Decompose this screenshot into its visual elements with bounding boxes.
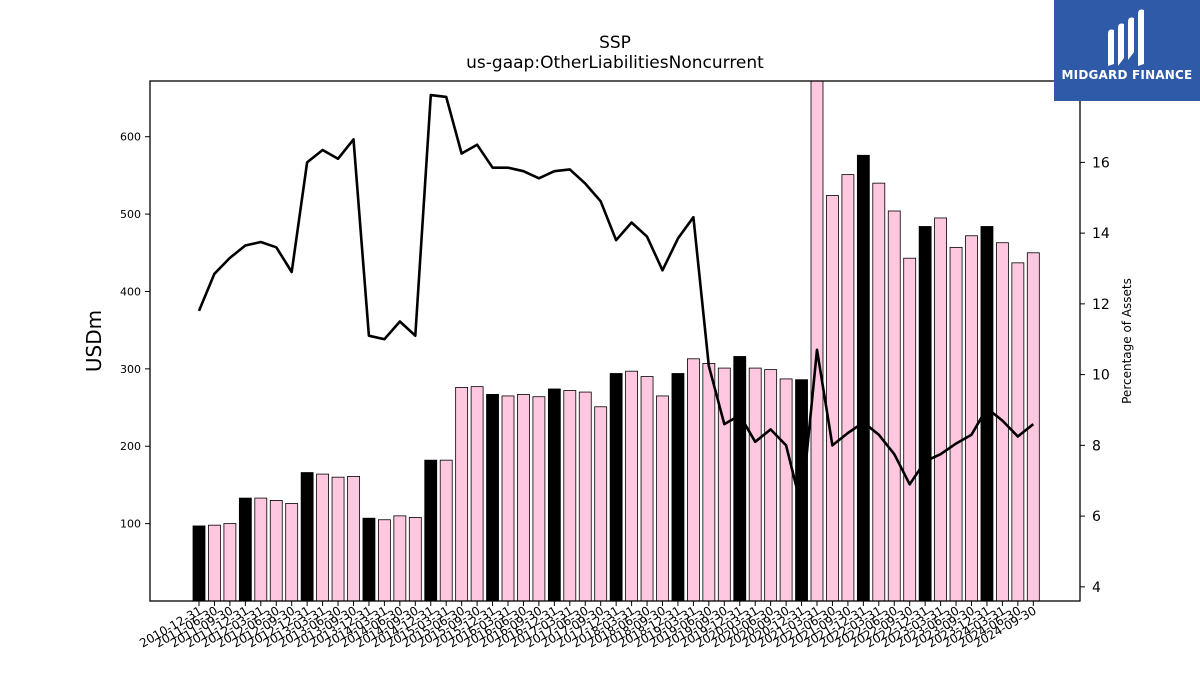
right-y-axis: 4 6 8 10 12 14 16 — [1080, 155, 1110, 596]
bar-2018-06-30 — [640, 376, 654, 602]
right-y-axis-label: Percentage of Assets — [1120, 278, 1134, 404]
bar-2018-12-31 — [671, 373, 685, 602]
bar-2016-03-31 — [501, 395, 515, 602]
bar-2017-03-31 — [563, 390, 577, 602]
bar-2021-06-30 — [826, 195, 839, 602]
bar-2022-09-30 — [903, 257, 917, 602]
chart-title: SSP — [599, 33, 631, 53]
chart-subtitle: us-gaap:OtherLiabilitiesNoncurrent — [466, 53, 764, 73]
left-y-tick-label-400: 400 — [120, 285, 141, 298]
bar-2013-03-31 — [316, 473, 330, 602]
bar-2014-09-30 — [408, 517, 422, 602]
bar-2011-06-30 — [208, 524, 221, 602]
bar-2011-12-31 — [238, 497, 252, 602]
bar-2016-12-31 — [547, 388, 561, 602]
bar-2012-06-30 — [269, 500, 283, 602]
left-y-tick-label-300: 300 — [120, 363, 141, 376]
bar-2018-09-30 — [656, 395, 669, 602]
midgard-finance-logo: MIDGARD FINANCE — [1054, 0, 1200, 101]
midgard-logo-icon — [1108, 9, 1144, 66]
bar-series — [192, 80, 1040, 602]
bar-2012-03-31 — [254, 497, 268, 602]
bar-2015-03-31 — [439, 459, 453, 602]
plot-frame — [149, 80, 1081, 602]
bar-2021-09-30 — [841, 174, 855, 602]
bar-2014-12-31 — [424, 459, 438, 602]
bar-2022-12-31 — [918, 226, 932, 602]
left-y-tick-label-500: 500 — [120, 208, 141, 221]
left-y-axis-label: USDm — [82, 310, 106, 372]
bar-2014-06-30 — [393, 515, 407, 602]
bar-2017-12-31 — [609, 373, 623, 602]
right-y-tick-label-10: 10 — [1092, 368, 1110, 384]
left-y-tick-label-100: 100 — [120, 518, 141, 531]
percentage-line-series — [197, 93, 1035, 509]
bar-2023-09-30 — [965, 235, 978, 602]
bar-2015-06-30 — [455, 387, 469, 602]
bar-2012-09-30 — [285, 503, 299, 602]
bar-2017-09-30 — [594, 406, 608, 602]
bar-2019-12-31 — [733, 356, 747, 602]
logo-brand-text: MIDGARD FINANCE — [1061, 68, 1193, 82]
right-y-tick-label-6: 6 — [1092, 509, 1101, 525]
left-y-tick-label-600: 600 — [120, 131, 141, 144]
right-y-tick-label-4: 4 — [1092, 580, 1101, 596]
bar-2013-06-30 — [331, 476, 345, 602]
bar-2022-06-30 — [887, 210, 901, 602]
bar-2023-06-30 — [949, 246, 963, 602]
bar-2021-12-31 — [856, 154, 870, 602]
bar-2013-09-30 — [347, 476, 360, 602]
bar-2018-03-31 — [625, 370, 638, 602]
bar-2017-06-30 — [578, 391, 592, 602]
bar-2019-03-31 — [687, 358, 700, 602]
bar-2016-06-30 — [517, 393, 530, 602]
bar-2015-12-31 — [486, 393, 499, 602]
bar-2010-12-31 — [192, 525, 206, 602]
percentage-of-assets-line — [197, 93, 1035, 509]
bar-2016-09-30 — [532, 396, 546, 602]
x-axis: 2010-12-312011-06-302011-09-302011-12-31… — [137, 601, 1039, 650]
right-y-tick-label-8: 8 — [1092, 438, 1101, 454]
bar-2019-09-30 — [717, 367, 731, 602]
bar-2013-12-31 — [362, 517, 376, 602]
right-y-tick-label-16: 16 — [1092, 155, 1110, 171]
bar-2015-09-30 — [470, 386, 484, 602]
left-y-tick-label-200: 200 — [120, 440, 141, 453]
bar-2014-03-31 — [377, 519, 391, 602]
bar-2019-06-30 — [702, 363, 716, 602]
left-y-axis: 100 200 300 400 500 600 — [120, 131, 150, 531]
bar-2020-09-30 — [779, 378, 793, 602]
bar-2020-03-31 — [748, 367, 762, 602]
bar-2020-06-30 — [764, 369, 778, 602]
bar-2021-03-31 — [810, 80, 824, 602]
bar-2012-12-31 — [300, 472, 314, 602]
right-y-tick-label-14: 14 — [1092, 226, 1110, 242]
bar-2011-09-30 — [223, 523, 237, 602]
right-y-tick-label-12: 12 — [1092, 297, 1110, 313]
bar-2022-03-31 — [872, 182, 886, 602]
bar-2023-03-31 — [934, 217, 947, 602]
